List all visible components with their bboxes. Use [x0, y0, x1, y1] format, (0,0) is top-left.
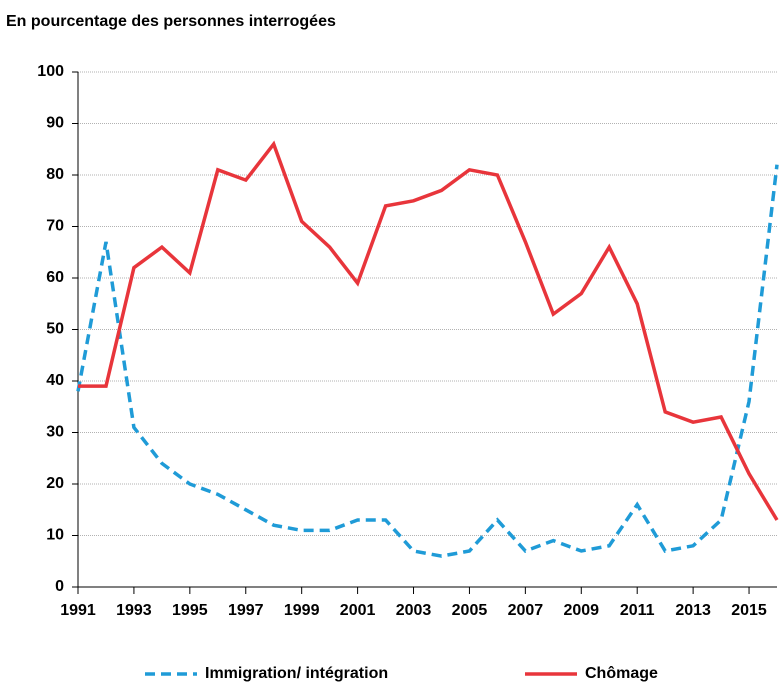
x-tick-label: 1993: [116, 602, 152, 619]
y-tick-label: 70: [46, 218, 64, 235]
x-tick-label: 1991: [60, 602, 96, 619]
y-tick-label: 80: [46, 166, 64, 183]
y-tick-label: 10: [46, 527, 64, 544]
y-tick-label: 30: [46, 424, 64, 441]
x-tick-label: 2011: [620, 602, 655, 619]
series-line: [76, 164, 779, 558]
y-tick-label: 50: [46, 321, 64, 338]
x-tick-label: 2015: [731, 602, 767, 619]
chart-title: En pourcentage des personnes interrogées: [6, 13, 336, 30]
x-tick-label: 2005: [452, 602, 488, 619]
x-tick-label: 2007: [508, 602, 544, 619]
x-tick-label: 2009: [563, 602, 599, 619]
x-tick-label: 1995: [172, 602, 208, 619]
legend-label: Chômage: [585, 665, 658, 682]
y-tick-label: 0: [55, 578, 64, 595]
legend-label: Immigration/ intégration: [205, 665, 388, 682]
y-tick-label: 60: [46, 269, 64, 286]
y-tick-label: 40: [46, 372, 64, 389]
x-tick-label: 1997: [228, 602, 264, 619]
series-line: [78, 140, 779, 521]
y-tick-label: 90: [46, 115, 64, 132]
x-tick-label: 2013: [675, 602, 711, 619]
y-tick-label: 20: [46, 475, 64, 492]
y-tick-label: 100: [37, 63, 64, 80]
x-tick-label: 2003: [396, 602, 432, 619]
x-tick-label: 1999: [284, 602, 320, 619]
x-tick-label: 2001: [340, 602, 376, 619]
